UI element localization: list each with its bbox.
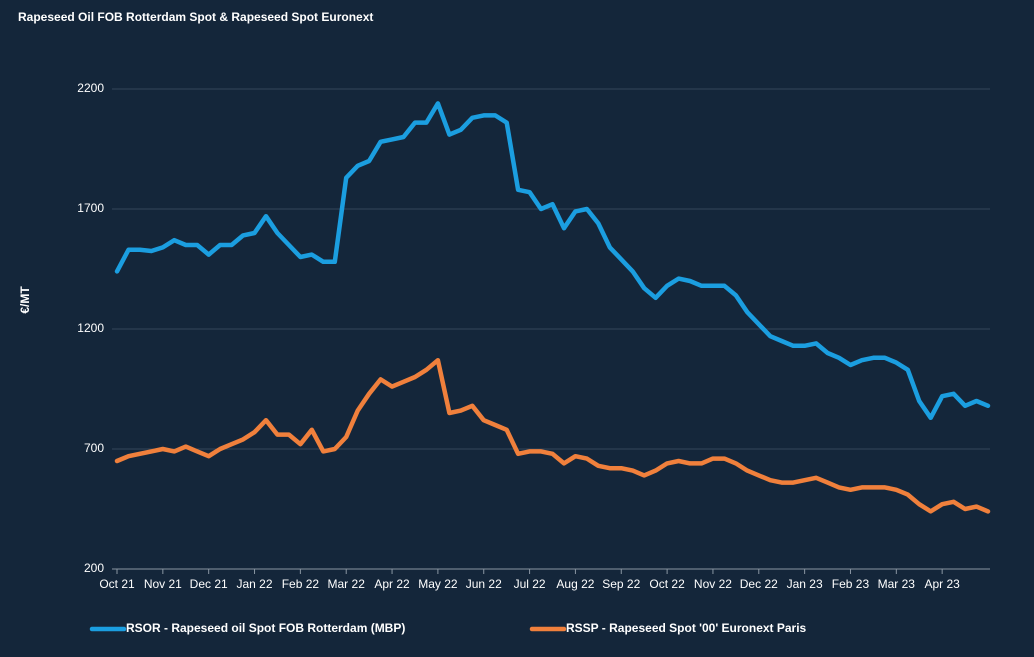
y-tick-label: 2200: [77, 81, 104, 95]
x-tick-label: May 22: [418, 577, 458, 591]
legend-label: RSSP - Rapeseed Spot '00' Euronext Paris: [566, 621, 807, 635]
x-tick-label: Oct 22: [649, 577, 685, 591]
x-tick-label: Nov 21: [144, 577, 182, 591]
legend-label: RSOR - Rapeseed oil Spot FOB Rotterdam (…: [126, 621, 405, 635]
y-tick-label: 1200: [77, 321, 104, 335]
x-tick-label: Dec 22: [740, 577, 778, 591]
x-tick-label: Jan 22: [237, 577, 273, 591]
x-tick-label: Feb 23: [832, 577, 870, 591]
x-tick-label: Dec 21: [190, 577, 228, 591]
x-tick-label: Nov 22: [694, 577, 732, 591]
x-tick-label: Apr 22: [374, 577, 410, 591]
x-tick-label: Oct 21: [99, 577, 135, 591]
x-tick-label: Apr 23: [924, 577, 960, 591]
x-tick-label: Mar 22: [328, 577, 366, 591]
chart-title: Rapeseed Oil FOB Rotterdam Spot & Rapese…: [18, 10, 373, 24]
series-line: [114, 357, 991, 514]
x-tick-label: Aug 22: [556, 577, 594, 591]
y-tick-label: 200: [84, 561, 104, 575]
x-tick-label: Jan 23: [787, 577, 823, 591]
x-tick-label: Jul 22: [514, 577, 546, 591]
x-tick-label: Feb 22: [282, 577, 320, 591]
x-tick-label: Jun 22: [466, 577, 502, 591]
y-tick-label: 700: [84, 441, 104, 455]
x-tick-label: Sep 22: [602, 577, 640, 591]
series-line: [114, 101, 991, 421]
x-tick-label: Mar 23: [878, 577, 916, 591]
y-axis-label: €/MT: [18, 286, 32, 314]
y-tick-label: 1700: [77, 201, 104, 215]
